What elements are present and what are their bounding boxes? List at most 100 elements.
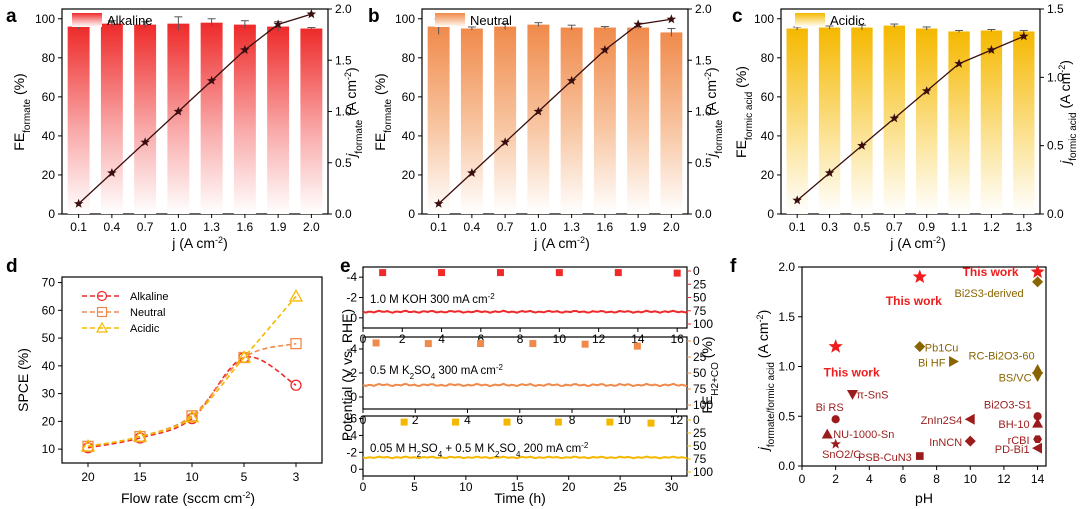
y-axis-title: SPCE (%) (15, 348, 31, 412)
y-tick-label: 80 (761, 51, 775, 65)
y-axis-title: FEformic acid (%) (733, 66, 755, 158)
x-tick-label: 14 (1031, 472, 1045, 486)
x-tick-label: 12 (997, 472, 1011, 486)
fe-point (581, 340, 589, 348)
point-label: InNCN (929, 437, 962, 449)
y-tick-label: 2.0 (778, 260, 795, 274)
panel-c: c 0 20 40 60 80 100 0.0 0.5 1.0 1.5 0.1 0.3 0.5 0.7 0.… (732, 2, 1079, 251)
data-point (915, 452, 924, 460)
x-tick-label: 4 (866, 472, 873, 486)
j-point (273, 19, 283, 29)
x-tick-label: 0.7 (497, 220, 514, 234)
bar (916, 28, 938, 215)
x-tick-label: 30 (665, 480, 679, 494)
legend-marker (96, 290, 108, 302)
bar (980, 30, 1003, 214)
bar (460, 28, 483, 215)
point-label: This work (963, 265, 1019, 279)
x-tick-label: 1.0 (170, 220, 187, 234)
y-tick-label: -4 (346, 270, 357, 284)
data-point (949, 356, 959, 368)
y2-tick-label: 25 (693, 350, 707, 364)
x-tick-label: 10 (185, 470, 199, 484)
panel-label: b (368, 6, 380, 27)
j-point (986, 45, 997, 54)
y-tick-label: 0 (767, 207, 774, 221)
x-tick-label: 1.6 (597, 220, 614, 234)
y-tick-label: 100 (754, 12, 774, 26)
bar (427, 26, 450, 215)
y-tick-label: 1.5 (778, 310, 795, 324)
x-tick-label: 1.9 (270, 220, 287, 234)
x-tick-label: 2.0 (303, 220, 320, 234)
plot-frame (780, 8, 1041, 215)
point-label: Pb1Cu (925, 343, 959, 355)
bar (267, 26, 290, 215)
j-point (600, 45, 610, 54)
bar (67, 26, 90, 215)
j-point (140, 137, 150, 147)
y-tick-label: 0 (408, 207, 415, 221)
y-tick-label: -6 (346, 412, 357, 426)
panel-label: f (730, 256, 737, 277)
fe-point (555, 269, 563, 277)
y2-tick-label: 1.5 (1047, 2, 1064, 16)
bar (200, 22, 223, 214)
x-tick-label: 0.7 (137, 220, 154, 234)
data-point (288, 289, 304, 302)
y2-tick-label: 50 (693, 291, 707, 305)
j-series-line (78, 13, 312, 205)
y2-tick-label: 100 (693, 398, 713, 412)
data-point (828, 339, 843, 353)
point-label: BH-10 (998, 419, 1029, 431)
y2-tick-label: 0.5 (695, 156, 712, 170)
y-tick-label: 0 (350, 390, 357, 404)
x-tick-label: 15 (133, 470, 147, 484)
bar (851, 27, 873, 214)
legend-label: Acidic (830, 13, 865, 28)
y-tick-label: 0 (48, 207, 55, 221)
data-point (912, 269, 927, 283)
point-label: This work (886, 294, 942, 308)
x-tick-label: 3 (293, 470, 300, 484)
j-point (889, 113, 900, 123)
y-tick-label: -2 (346, 366, 357, 380)
panel-b: b 0 20 40 60 80 100 0.0 0.5 1.0 1.5 2.0 0.1 0.4 0.7 1.… (368, 2, 725, 251)
line-chart: 10 20 30 40 50 60 70 20 15 10 5 3 Alkaline Neutral Aci… (42, 276, 323, 484)
y2-tick-label: 0 (693, 264, 700, 278)
y2-tick-label: 1.5 (335, 53, 352, 67)
j-series-line (796, 35, 1025, 201)
y2-tick-label: 25 (693, 426, 707, 440)
legend-label: Alkaline (107, 13, 153, 28)
y-tick-label: 30 (42, 387, 56, 401)
data-point (1032, 363, 1044, 374)
panel-label: a (6, 6, 17, 27)
bar (560, 27, 583, 214)
x-tick-label: 8 (569, 413, 576, 427)
bar-chart: 0 20 40 60 80 100 0.0 0.5 1.0 1.5 0.1 0.3 0.5 0.7 0.9 1… (754, 2, 1064, 234)
panel-label: e (340, 256, 351, 277)
x-tick-label: 16 (671, 332, 685, 346)
y-tick-label: 40 (42, 359, 56, 373)
j-point (73, 198, 84, 208)
y-tick-label: 50 (42, 331, 56, 345)
y2-tick-label: 0.0 (695, 207, 712, 221)
point-label: This work (824, 366, 880, 380)
x-tick-label: 4 (438, 332, 445, 346)
y-tick-label: 10 (42, 442, 56, 456)
y2-tick-label: 75 (693, 382, 707, 396)
x-tick-label: 5 (411, 480, 418, 494)
data-point (846, 389, 858, 400)
x-axis-title: j (A cm-2) (889, 235, 945, 251)
series-line (87, 342, 297, 448)
fe-point (452, 418, 460, 426)
bar (100, 23, 123, 215)
point-label: NU-1000-Sn (833, 429, 894, 441)
legend-swatch (435, 13, 465, 27)
y2-tick-label: 25 (693, 277, 707, 291)
bar-chart: 0 20 40 60 80 100 0.0 0.5 1.0 1.5 2.0 0.1 0.4 0.7 1.0 1… (35, 2, 352, 234)
j-point (566, 75, 577, 85)
j-point (206, 75, 217, 85)
fe-point (529, 340, 537, 348)
bar (167, 23, 190, 215)
